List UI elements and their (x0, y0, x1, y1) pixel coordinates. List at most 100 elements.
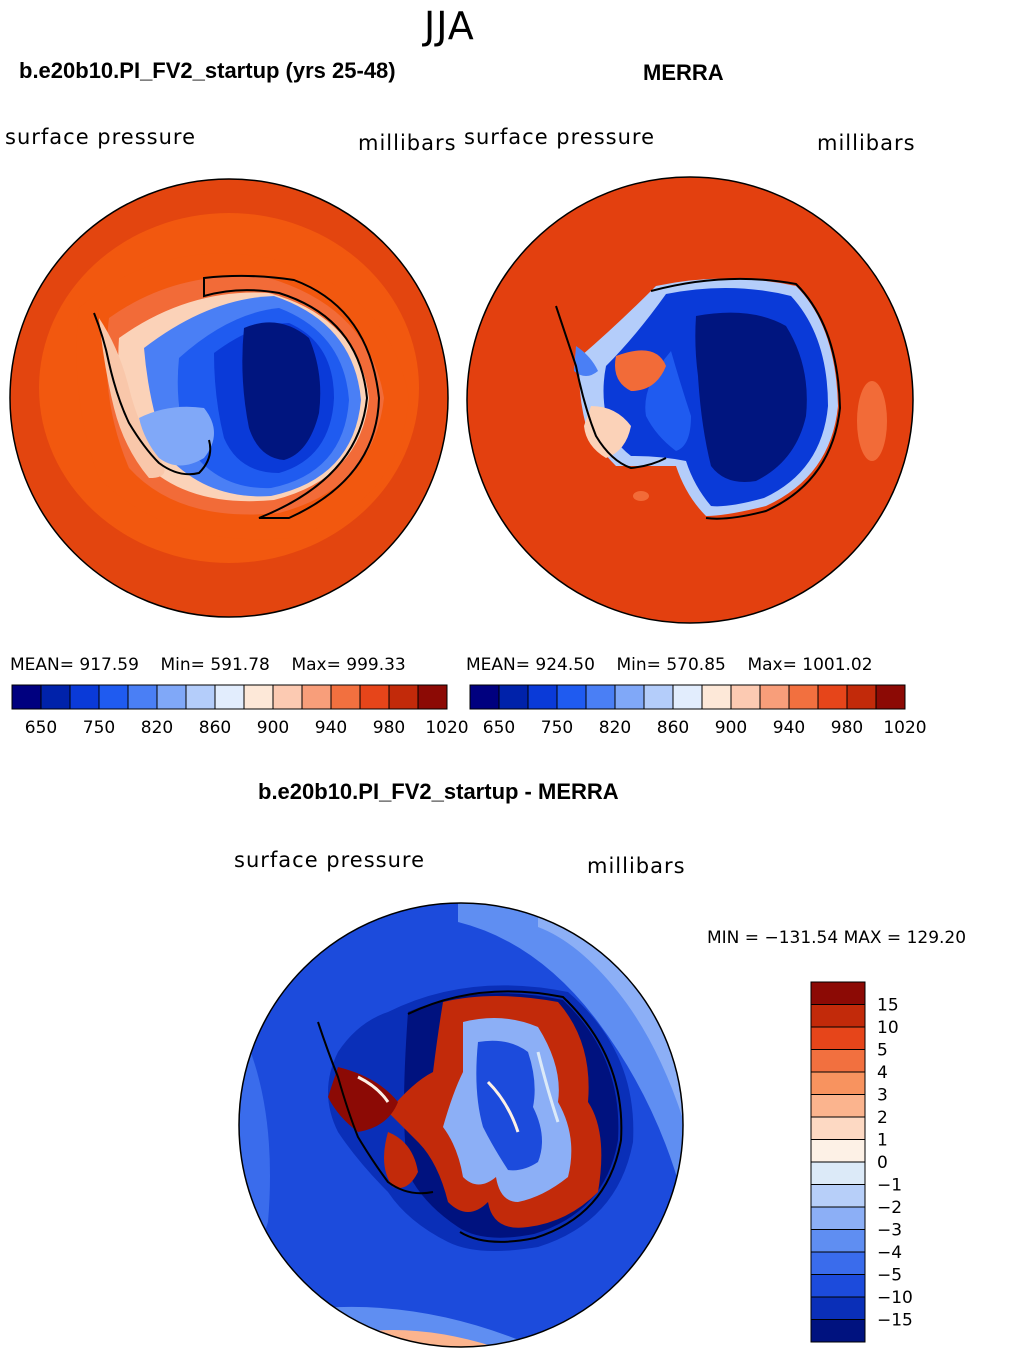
colorbar-swatch (527, 684, 558, 710)
colorbar-swatch (556, 684, 587, 710)
max-value: 1001.02 (802, 655, 873, 675)
units-label-diff: millibars (587, 854, 686, 878)
colorbar-swatch (98, 684, 129, 710)
colorbar-swatch (846, 684, 877, 710)
max-label: Max= (291, 655, 341, 675)
min-label: Min= (160, 655, 205, 675)
colorbar-swatch (614, 684, 645, 710)
colorbar-swatch (272, 684, 303, 710)
map-merra (466, 176, 914, 624)
colorbar-swatch (156, 684, 187, 710)
colorbar-swatch (810, 1184, 866, 1208)
diff-minmax: MIN = −131.54 MAX = 129.20 (707, 928, 967, 948)
colorbar-swatch (69, 684, 100, 710)
stats-model: MEAN= 917.59 Min= 591.78 Max= 999.33 (10, 655, 406, 675)
colorbar-swatch (810, 1319, 866, 1343)
colorbar-swatch (759, 684, 790, 710)
colorbar-swatch (788, 684, 819, 710)
map-difference (238, 902, 684, 1348)
colorbar-tick-label: 750 (541, 718, 573, 738)
colorbar-tick-label: −5 (877, 1266, 902, 1286)
colorbar-swatch (127, 684, 158, 710)
colorbar-tick-label: 4 (877, 1063, 888, 1083)
panel-title-merra: MERRA (643, 60, 724, 85)
diff-title: b.e20b10.PI_FV2_startup - MERRA (258, 779, 619, 804)
colorbar-swatch (701, 684, 732, 710)
colorbar-swatch (498, 684, 529, 710)
colorbar-tick-label: 2 (877, 1108, 888, 1128)
colorbar-swatch (810, 981, 866, 1005)
colorbar-swatch (810, 1274, 866, 1298)
colorbar-swatch (810, 1161, 866, 1185)
max-label: Max= (747, 655, 797, 675)
colorbar-tick-label: −10 (877, 1288, 913, 1308)
colorbar-swatch (810, 1139, 866, 1163)
colorbar-tick-label: 900 (715, 718, 747, 738)
colorbar-tick-label: 980 (831, 718, 863, 738)
colorbar-swatch (585, 684, 616, 710)
colorbar-tick-label: 650 (25, 718, 57, 738)
mean-value: 917.59 (79, 655, 139, 675)
mean-label: MEAN= (466, 655, 530, 675)
colorbar-swatch (810, 1026, 866, 1050)
colorbar-swatch (810, 1251, 866, 1275)
colorbar-tick-label: 980 (373, 718, 405, 738)
colorbar-swatch (810, 1229, 866, 1253)
colorbar-swatch (730, 684, 761, 710)
colorbar-tick-label: 820 (599, 718, 631, 738)
mean-value: 924.50 (535, 655, 595, 675)
colorbar-swatch (810, 1116, 866, 1140)
colorbar-tick-label: −2 (877, 1198, 902, 1218)
colorbar-swatch (185, 684, 216, 710)
colorbar-swatch (359, 684, 390, 710)
colorbar-swatch (875, 684, 906, 710)
colorbar-tick-label: 1 (877, 1131, 888, 1151)
colorbar-tick-label: −4 (877, 1243, 902, 1263)
colorbar-tick-label: 860 (657, 718, 689, 738)
stats-merra: MEAN= 924.50 Min= 570.85 Max= 1001.02 (466, 655, 873, 675)
colorbar-swatch (301, 684, 332, 710)
colorbar-tick-label: 650 (483, 718, 515, 738)
colorbar-tick-label: 940 (773, 718, 805, 738)
colorbar-tick-label: 750 (83, 718, 115, 738)
colorbar-tick-label: 5 (877, 1041, 888, 1061)
colorbar-tick-label: 820 (141, 718, 173, 738)
panel-title-model: b.e20b10.PI_FV2_startup (yrs 25-48) (19, 58, 396, 83)
map-model (9, 178, 449, 618)
colorbar-swatch (469, 684, 500, 710)
min-value: 591.78 (210, 655, 270, 675)
colorbar-tick-label: −15 (877, 1311, 913, 1331)
colorbar-swatch (388, 684, 419, 710)
colorbar-swatch (810, 1206, 866, 1230)
colorbar-tick-label: 15 (877, 996, 899, 1016)
colorbar-swatch (40, 684, 71, 710)
colorbar-swatch (817, 684, 848, 710)
field-label-model: surface pressure (5, 125, 196, 149)
colorbar-tick-label: 3 (877, 1086, 888, 1106)
colorbar-swatch (214, 684, 245, 710)
colorbar-tick-label: −1 (877, 1176, 902, 1196)
colorbar-swatch (810, 1049, 866, 1073)
max-value: 999.33 (346, 655, 406, 675)
colorbar-tick-label: 1020 (883, 718, 926, 738)
units-label-merra: millibars (817, 131, 916, 155)
colorbar-tick-label: 0 (877, 1153, 888, 1173)
min-value: 570.85 (666, 655, 726, 675)
colorbar-tick-label: 10 (877, 1018, 899, 1038)
colorbar-tick-label: 1020 (425, 718, 468, 738)
colorbar-tick-label: −3 (877, 1221, 902, 1241)
colorbar-swatch (810, 1094, 866, 1118)
colorbar-swatch (11, 684, 42, 710)
colorbar-swatch (417, 684, 448, 710)
colorbar-swatch (810, 1004, 866, 1028)
colorbar-merra: 650 750 820 860 900 940 980 1020 (469, 684, 927, 738)
colorbar-tick-label: 900 (257, 718, 289, 738)
colorbar-swatch (810, 1071, 866, 1095)
colorbar-tick-label: 940 (315, 718, 347, 738)
colorbar-swatch (810, 1296, 866, 1320)
min-label: Min= (616, 655, 661, 675)
units-label-model: millibars (358, 131, 457, 155)
colorbar-model: 650 750 820 860 900 940 980 1020 (11, 684, 469, 738)
colorbar-swatch (643, 684, 674, 710)
